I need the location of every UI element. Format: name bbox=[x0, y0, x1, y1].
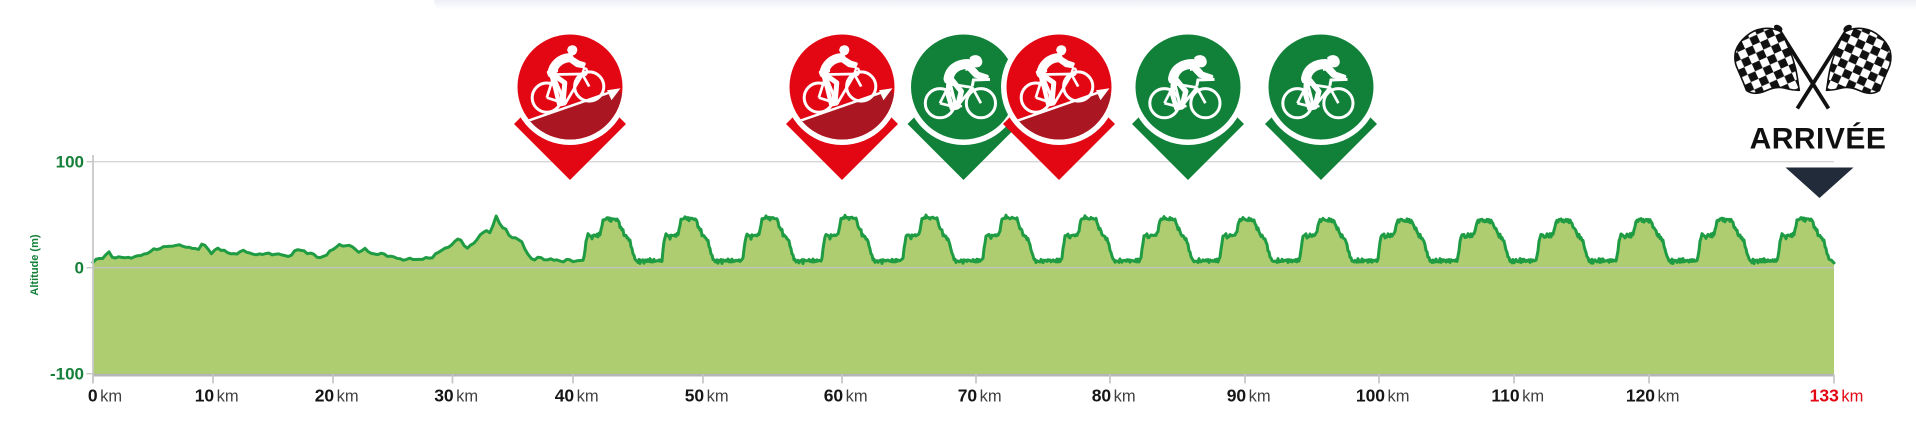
svg-text:ARRIVÉE: ARRIVÉE bbox=[1750, 122, 1887, 156]
svg-text:Altitude (m): Altitude (m) bbox=[29, 234, 41, 295]
svg-text:0: 0 bbox=[75, 259, 84, 278]
svg-text:100: 100 bbox=[56, 153, 84, 172]
svg-text:-100: -100 bbox=[50, 365, 84, 384]
svg-text:0km: 0 km bbox=[88, 386, 122, 406]
